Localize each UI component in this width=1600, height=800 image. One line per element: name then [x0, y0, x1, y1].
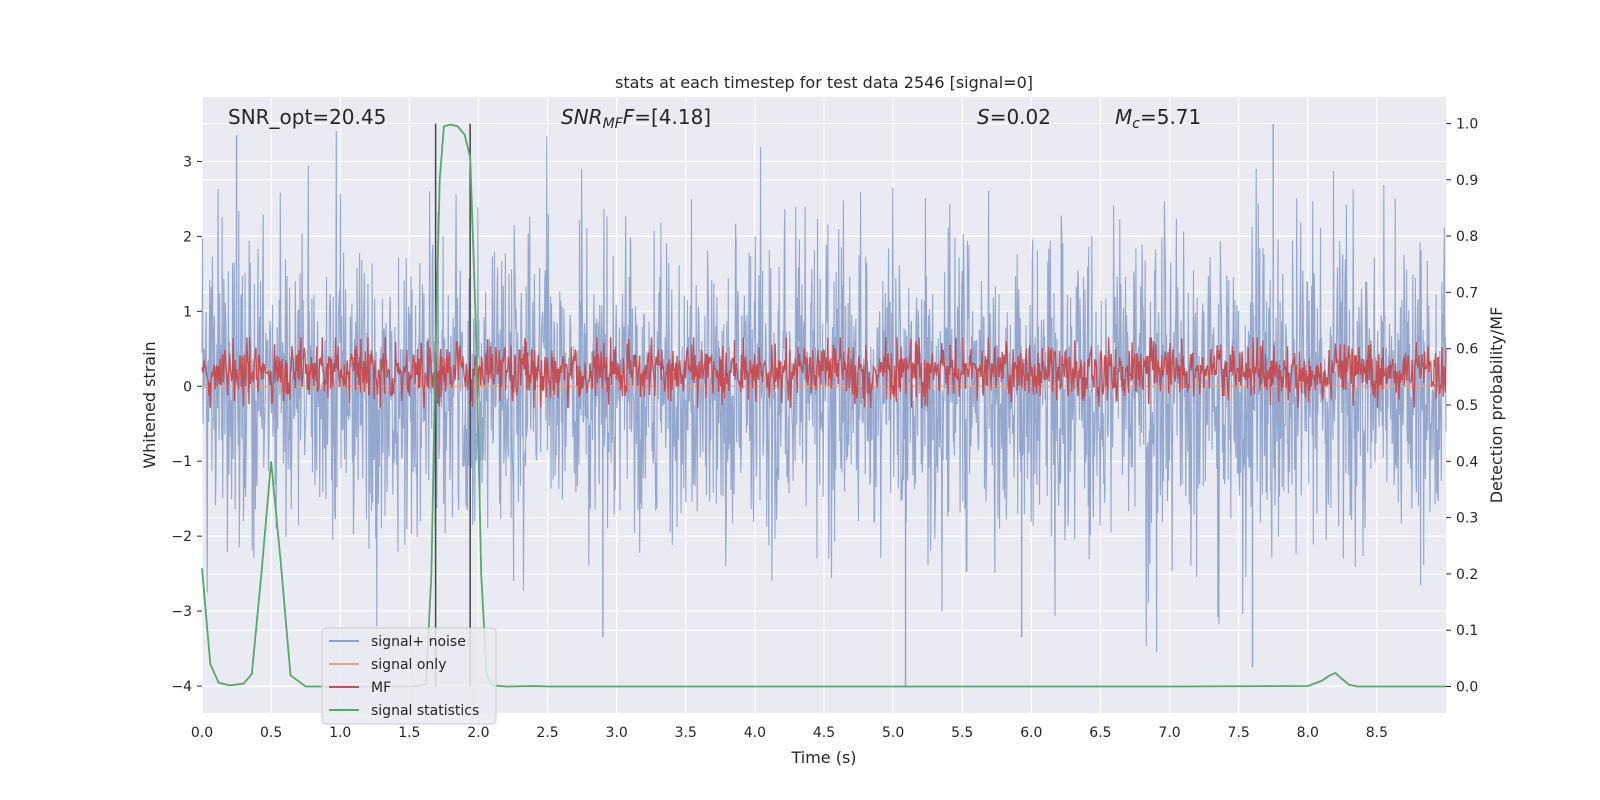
x-axis-label: Time (s) — [790, 748, 856, 767]
y-right-tick-label: 0.0 — [1456, 680, 1478, 696]
y-right-tick-labels: 0.0 0.1 0.2 0.3 0.4 0.5 0.6 0.7 0.8 0.9 1.0 — [1446, 116, 1478, 696]
series-signal-statistics — [201, 123, 1446, 688]
y-left-tick-label: 3 — [183, 154, 192, 170]
x-tick-label: 7.0 — [1158, 725, 1180, 741]
x-tick-label: 4.0 — [744, 725, 766, 741]
y-right-tick-label: 0.1 — [1456, 623, 1478, 639]
y-left-tick-label: −3 — [171, 604, 192, 620]
annotation-mc: Mc=5.71 — [1115, 105, 1201, 132]
x-tick-label: 1.5 — [398, 725, 420, 741]
chart-title: stats at each timestep for test data 254… — [615, 73, 1033, 92]
y-right-tick-label: 1.0 — [1456, 116, 1478, 132]
x-tick-label: 5.0 — [882, 725, 904, 741]
legend-label-signal-statistics: signal statistics — [371, 703, 479, 719]
y-left-tick-labels: −4 −3 −2 −1 0 1 2 3 — [171, 154, 202, 695]
y-left-tick-label: 1 — [183, 304, 192, 320]
y-right-tick-label: 0.7 — [1456, 285, 1478, 301]
signal-statistics-line — [201, 123, 1446, 688]
y-right-tick-label: 0.9 — [1456, 173, 1478, 189]
y-right-tick-label: 0.6 — [1456, 342, 1478, 358]
legend-label-signal-only: signal only — [371, 657, 446, 673]
x-tick-label: 8.0 — [1297, 725, 1319, 741]
y-right-tick-label: 0.8 — [1456, 229, 1478, 245]
x-tick-label: 6.5 — [1089, 725, 1111, 741]
y-right-axis-label: Detection probability/MF — [1487, 307, 1506, 504]
y-left-tick-label: 2 — [183, 229, 192, 245]
x-tick-label: 7.5 — [1228, 725, 1250, 741]
annotation-s: S=0.02 — [977, 105, 1051, 129]
series-signal-noise — [201, 123, 1447, 687]
legend-box — [321, 627, 497, 725]
x-tick-label: 2.5 — [536, 725, 558, 741]
legend-label-signal-noise: signal+ noise — [371, 634, 466, 650]
x-tick-label: 5.5 — [951, 725, 973, 741]
y-right-tick-label: 0.4 — [1456, 454, 1478, 470]
x-tick-label: 0.5 — [260, 725, 282, 741]
x-tick-label: 2.0 — [467, 725, 489, 741]
y-left-tick-label: −4 — [171, 679, 192, 695]
annotation-snr-mf: SNRMFF=[4.18] — [561, 105, 711, 132]
annotation-snr-opt: SNR_opt=20.45 — [228, 105, 386, 129]
x-tick-label: 1.0 — [329, 725, 351, 741]
vertical-markers — [434, 123, 471, 687]
x-tick-label: 8.5 — [1366, 725, 1388, 741]
legend: signal+ noise signal only MF signal stat… — [321, 627, 497, 725]
mf-line — [201, 337, 1447, 408]
y-left-tick-label: 0 — [183, 379, 192, 395]
x-tick-label: 0.0 — [191, 725, 213, 741]
y-left-tick-label: −1 — [171, 454, 192, 470]
series-mf — [201, 337, 1447, 408]
y-left-tick-label: −2 — [171, 529, 192, 545]
y-right-tick-label: 0.3 — [1456, 511, 1478, 527]
x-tick-labels: 0.0 0.5 1.0 1.5 2.0 2.5 3.0 3.5 4.0 4.5 5.0 5.5 6.0 6… — [191, 725, 1388, 741]
y-right-tick-label: 0.2 — [1456, 567, 1478, 583]
x-tick-label: 3.0 — [606, 725, 628, 741]
x-tick-label: 4.5 — [813, 725, 835, 741]
x-tick-label: 6.0 — [1020, 725, 1042, 741]
y-left-axis-label: Whitened strain — [140, 341, 159, 468]
x-tick-label: 3.5 — [675, 725, 697, 741]
legend-label-mf: MF — [371, 680, 391, 696]
signal-noise-line — [201, 130, 1447, 653]
y-right-tick-label: 0.5 — [1456, 398, 1478, 414]
